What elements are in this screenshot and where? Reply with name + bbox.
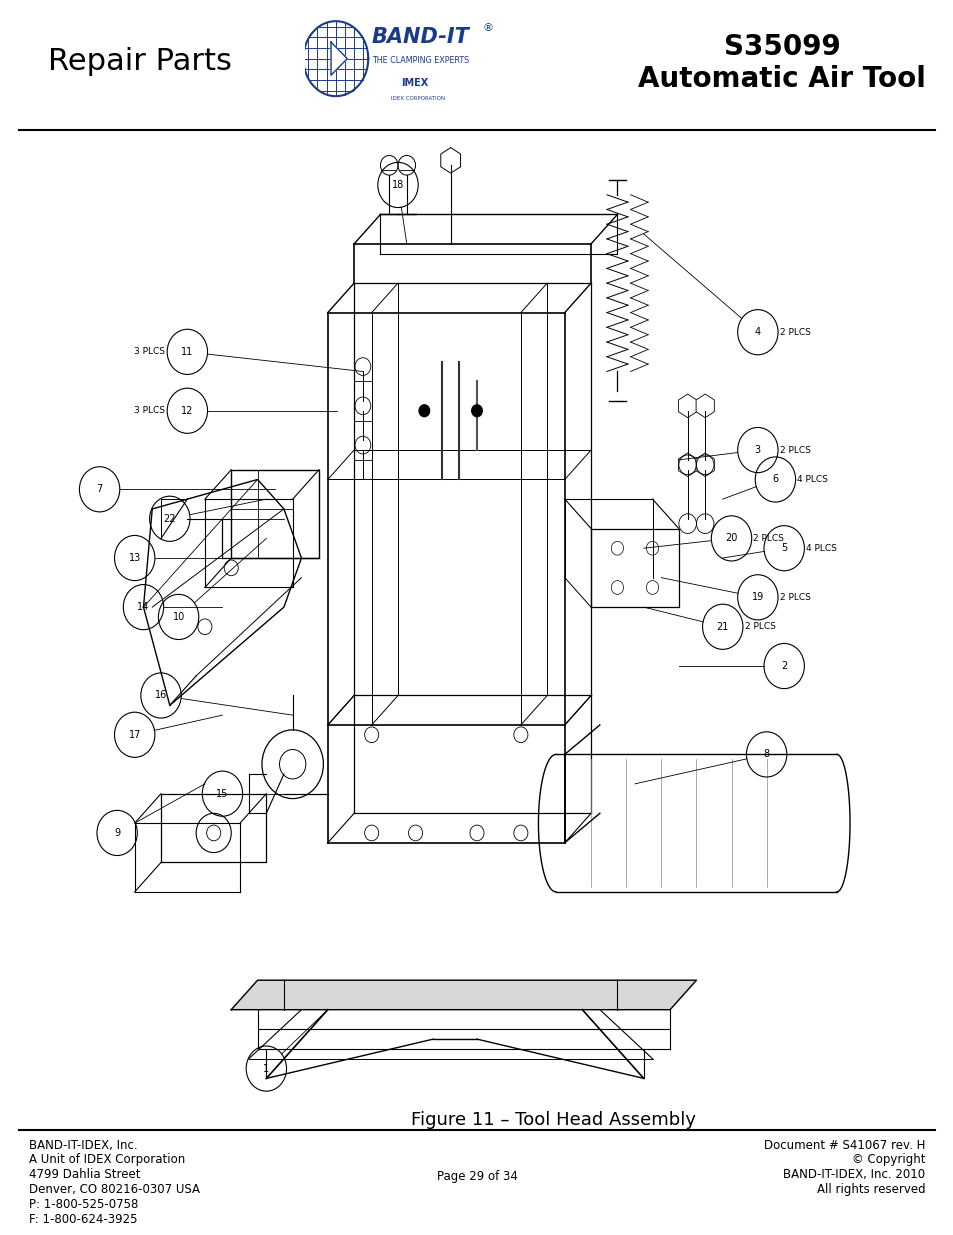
Text: © Copyright: © Copyright [851,1153,924,1167]
Text: 4: 4 [754,327,760,337]
Text: 7: 7 [96,484,103,494]
Text: 2 PLCS: 2 PLCS [753,534,783,543]
Text: IDEX CORPORATION: IDEX CORPORATION [391,96,445,101]
Text: A Unit of IDEX Corporation: A Unit of IDEX Corporation [29,1153,185,1167]
Polygon shape [331,42,347,75]
Text: 3 PLCS: 3 PLCS [134,406,165,415]
Text: 14: 14 [137,603,150,613]
Text: F: 1-800-624-3925: F: 1-800-624-3925 [29,1213,137,1226]
Text: All rights reserved: All rights reserved [816,1183,924,1197]
Text: 8: 8 [762,750,769,760]
Text: 9: 9 [114,827,120,837]
Polygon shape [231,981,696,1010]
Text: 11: 11 [181,347,193,357]
Text: BAND-IT-IDEX, Inc. 2010: BAND-IT-IDEX, Inc. 2010 [782,1168,924,1182]
Text: 1: 1 [263,1063,269,1073]
Text: 4 PLCS: 4 PLCS [797,475,827,484]
Text: 6: 6 [772,474,778,484]
Text: 3 PLCS: 3 PLCS [134,347,165,357]
Text: 15: 15 [216,789,229,799]
Text: 22: 22 [163,514,176,524]
Text: 2 PLCS: 2 PLCS [779,446,810,454]
Text: 21: 21 [716,621,728,632]
Text: THE CLAMPING EXPERTS: THE CLAMPING EXPERTS [372,57,469,65]
Text: 16: 16 [154,690,167,700]
Text: 12: 12 [181,406,193,416]
Text: 2 PLCS: 2 PLCS [779,327,810,337]
Text: 13: 13 [129,553,141,563]
Text: 2: 2 [781,661,786,671]
Text: Page 29 of 34: Page 29 of 34 [436,1170,517,1183]
Circle shape [418,405,429,416]
Text: Figure 11 – Tool Head Assembly: Figure 11 – Tool Head Assembly [411,1112,695,1129]
Text: 2 PLCS: 2 PLCS [779,593,810,601]
Text: IMEX: IMEX [400,78,428,88]
Text: 17: 17 [129,730,141,740]
Text: 3: 3 [754,445,760,454]
Text: ®: ® [482,22,494,33]
Text: 4799 Dahlia Street: 4799 Dahlia Street [29,1168,140,1182]
Text: 4 PLCS: 4 PLCS [805,543,836,553]
Text: BAND-IT: BAND-IT [372,27,470,47]
Text: 19: 19 [751,593,763,603]
Text: Denver, CO 80216-0307 USA: Denver, CO 80216-0307 USA [29,1183,199,1197]
Text: BAND-IT-IDEX, Inc.: BAND-IT-IDEX, Inc. [29,1139,137,1152]
Text: P: 1-800-525-0758: P: 1-800-525-0758 [29,1198,138,1212]
Text: 20: 20 [724,534,737,543]
Text: S35099: S35099 [723,33,840,61]
Text: Repair Parts: Repair Parts [48,47,232,77]
Text: Document # S41067 rev. H: Document # S41067 rev. H [763,1139,924,1152]
Text: Automatic Air Tool: Automatic Air Tool [638,65,925,93]
Text: 10: 10 [172,613,185,622]
Text: 18: 18 [392,180,404,190]
Text: 2 PLCS: 2 PLCS [744,622,775,631]
Circle shape [471,405,482,416]
Text: 5: 5 [781,543,786,553]
